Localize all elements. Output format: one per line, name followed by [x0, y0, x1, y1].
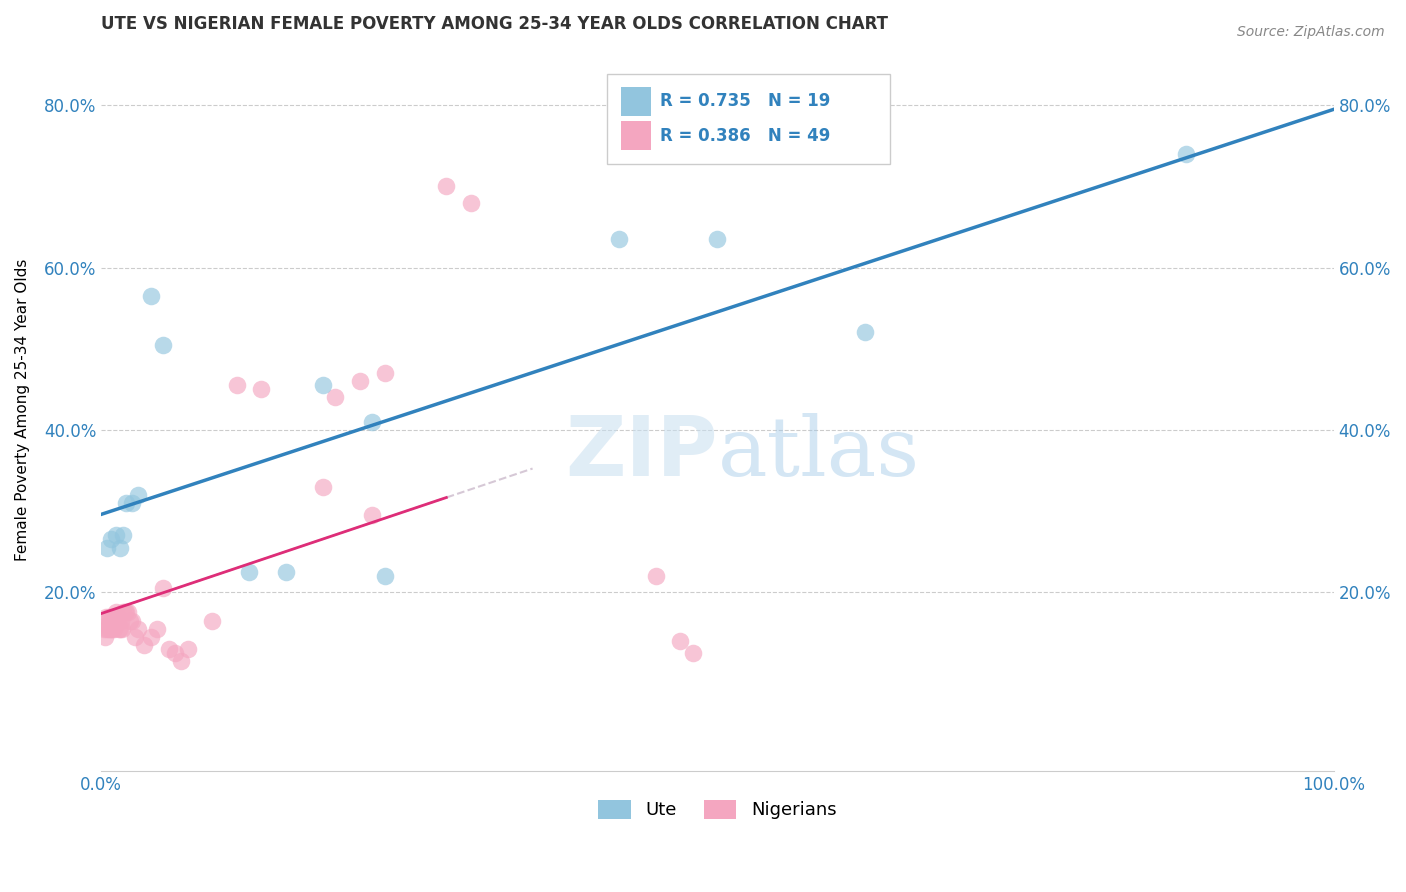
- Point: [607, 232, 630, 246]
- Point: [124, 630, 146, 644]
- Point: [134, 638, 156, 652]
- Point: [121, 614, 143, 628]
- Point: [117, 606, 139, 620]
- Point: [250, 382, 273, 396]
- Point: [349, 374, 371, 388]
- Point: [105, 528, 128, 542]
- Point: [107, 622, 129, 636]
- Point: [165, 646, 187, 660]
- Point: [96, 541, 118, 555]
- Y-axis label: Female Poverty Among 25-34 Year Olds: Female Poverty Among 25-34 Year Olds: [15, 259, 30, 561]
- Point: [176, 642, 198, 657]
- Point: [108, 541, 131, 555]
- Point: [105, 614, 128, 628]
- Point: [115, 496, 138, 510]
- Point: [100, 622, 122, 636]
- Point: [111, 622, 134, 636]
- Point: [115, 606, 138, 620]
- Point: [152, 337, 174, 351]
- Point: [374, 569, 396, 583]
- Point: [1174, 147, 1197, 161]
- Point: [312, 480, 335, 494]
- Point: [101, 622, 124, 636]
- Point: [152, 581, 174, 595]
- Point: [312, 378, 335, 392]
- Point: [96, 622, 118, 636]
- Point: [114, 606, 136, 620]
- Text: R = 0.735   N = 19: R = 0.735 N = 19: [659, 92, 830, 111]
- Point: [682, 646, 704, 660]
- Point: [201, 614, 224, 628]
- Point: [121, 496, 143, 510]
- Point: [127, 488, 149, 502]
- Point: [105, 606, 128, 620]
- Text: Source: ZipAtlas.com: Source: ZipAtlas.com: [1237, 25, 1385, 39]
- Point: [361, 508, 384, 522]
- Point: [118, 614, 141, 628]
- Point: [853, 326, 876, 340]
- Point: [274, 565, 297, 579]
- Point: [325, 391, 347, 405]
- Point: [104, 609, 127, 624]
- FancyBboxPatch shape: [606, 74, 890, 164]
- Text: ZIP: ZIP: [565, 412, 717, 493]
- Point: [96, 609, 118, 624]
- Text: R = 0.386   N = 49: R = 0.386 N = 49: [659, 127, 830, 145]
- Point: [100, 614, 122, 628]
- Legend: Ute, Nigerians: Ute, Nigerians: [592, 793, 844, 827]
- Point: [669, 633, 692, 648]
- Point: [112, 606, 135, 620]
- Point: [110, 614, 132, 628]
- Point: [94, 630, 117, 644]
- Text: UTE VS NIGERIAN FEMALE POVERTY AMONG 25-34 YEAR OLDS CORRELATION CHART: UTE VS NIGERIAN FEMALE POVERTY AMONG 25-…: [101, 15, 889, 33]
- Point: [112, 528, 135, 542]
- Point: [97, 609, 120, 624]
- Point: [145, 622, 167, 636]
- Point: [103, 622, 125, 636]
- Point: [157, 642, 180, 657]
- Point: [644, 569, 666, 583]
- Point: [361, 415, 384, 429]
- Point: [374, 366, 396, 380]
- Point: [170, 654, 193, 668]
- Point: [139, 289, 162, 303]
- Point: [706, 232, 728, 246]
- Point: [97, 622, 120, 636]
- Point: [103, 614, 125, 628]
- Point: [139, 630, 162, 644]
- Point: [96, 617, 118, 632]
- Point: [108, 622, 131, 636]
- Point: [98, 609, 121, 624]
- Point: [434, 179, 457, 194]
- Point: [238, 565, 260, 579]
- Point: [225, 378, 247, 392]
- FancyBboxPatch shape: [621, 87, 651, 116]
- Point: [127, 622, 149, 636]
- Point: [93, 622, 115, 636]
- Text: atlas: atlas: [717, 413, 920, 493]
- FancyBboxPatch shape: [621, 121, 651, 150]
- Point: [100, 533, 122, 547]
- Point: [460, 195, 482, 210]
